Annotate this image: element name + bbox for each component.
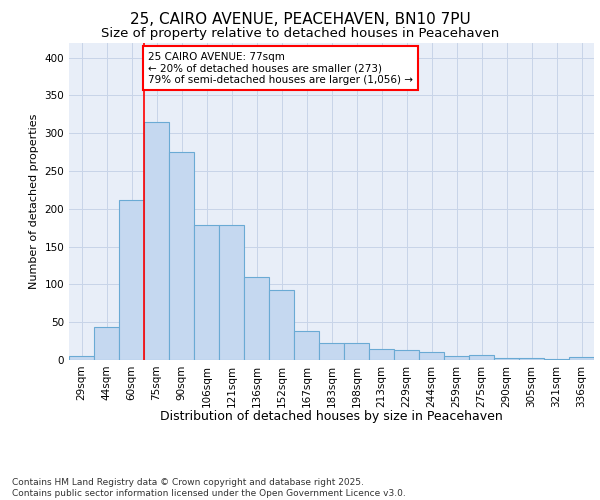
Text: Contains HM Land Registry data © Crown copyright and database right 2025.
Contai: Contains HM Land Registry data © Crown c…	[12, 478, 406, 498]
Bar	[419, 352, 444, 360]
Text: Size of property relative to detached houses in Peacehaven: Size of property relative to detached ho…	[101, 28, 499, 40]
Text: 25 CAIRO AVENUE: 77sqm
← 20% of detached houses are smaller (273)
79% of semi-de: 25 CAIRO AVENUE: 77sqm ← 20% of detached…	[148, 52, 413, 85]
Bar	[194, 224, 219, 360]
Y-axis label: Number of detached properties: Number of detached properties	[29, 114, 39, 289]
X-axis label: Distribution of detached houses by size in Peacehaven: Distribution of detached houses by size …	[160, 410, 503, 423]
Bar	[494, 358, 519, 360]
Bar	[519, 358, 544, 360]
Bar	[569, 357, 594, 360]
Bar	[344, 342, 369, 360]
Text: 25, CAIRO AVENUE, PEACEHAVEN, BN10 7PU: 25, CAIRO AVENUE, PEACEHAVEN, BN10 7PU	[130, 12, 470, 28]
Bar	[369, 348, 394, 360]
Bar	[469, 356, 494, 360]
Bar	[119, 200, 144, 360]
Bar	[319, 344, 344, 360]
Bar	[169, 152, 194, 360]
Bar	[94, 326, 119, 360]
Bar	[294, 332, 319, 360]
Bar	[244, 277, 269, 360]
Bar	[219, 224, 244, 360]
Bar	[544, 359, 569, 360]
Bar	[444, 356, 469, 360]
Bar	[394, 350, 419, 360]
Bar	[69, 356, 94, 360]
Bar	[144, 122, 169, 360]
Bar	[269, 290, 294, 360]
